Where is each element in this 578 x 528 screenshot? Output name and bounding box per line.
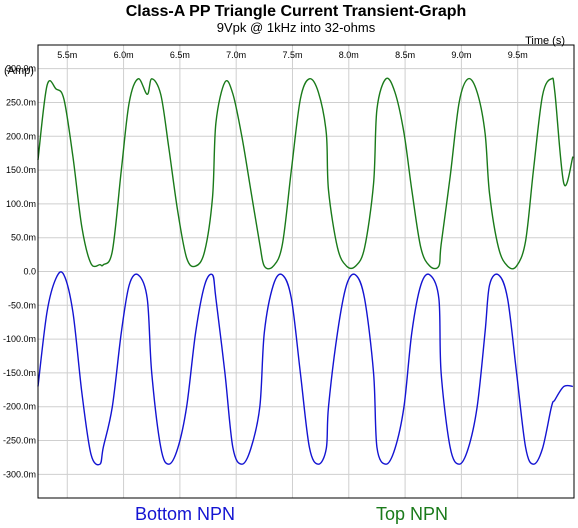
y-tick-labels: 300.0m 250.0m 200.0m 150.0m 100.0m 50.0m 0.0 -5… xyxy=(3,64,36,480)
x-axis-label: Time (s) xyxy=(525,35,565,47)
y-tick-label: -200.0m xyxy=(3,402,36,412)
series-group xyxy=(37,77,574,466)
chart-title: Class-A PP Triangle Current Transient-Gr… xyxy=(126,3,467,20)
chart-subtitle: 9Vpk @ 1kHz into 32-ohms xyxy=(217,20,376,35)
y-axis-label: (Amp) xyxy=(4,65,34,77)
y-tick-label: 250.0m xyxy=(6,97,36,107)
y-tick-label: 100.0m xyxy=(6,199,36,209)
plot-frame xyxy=(37,44,575,499)
legend-top-npn: Top NPN xyxy=(376,504,448,524)
y-tick-label: 150.0m xyxy=(6,165,36,175)
x-tick-label: 9.0m xyxy=(451,50,471,60)
y-tick-label: 200.0m xyxy=(6,131,36,141)
x-tick-label: 7.5m xyxy=(282,50,302,60)
y-tick-label: -150.0m xyxy=(3,368,36,378)
x-tick-label: 6.0m xyxy=(114,50,134,60)
grid xyxy=(38,45,574,498)
x-tick-labels: 5.5m 6.0m 6.5m 7.0m 7.5m 8.0m 8.5m 9.0m 9.5m xyxy=(57,50,527,60)
y-tick-label: -100.0m xyxy=(3,334,36,344)
x-tick-label: 7.0m xyxy=(226,50,246,60)
legend-bottom-npn: Bottom NPN xyxy=(135,504,235,524)
x-tick-label: 9.5m xyxy=(508,50,528,60)
y-tick-label: 300.0m xyxy=(6,64,36,74)
legend: Bottom NPN Top NPN xyxy=(135,504,448,524)
y-tick-label: 0.0 xyxy=(23,267,36,277)
y-tick-label: 50.0m xyxy=(11,233,36,243)
x-tick-label: 5.5m xyxy=(57,50,77,60)
x-tick-label: 8.5m xyxy=(395,50,415,60)
x-tick-label: 8.0m xyxy=(339,50,359,60)
y-tick-label: -250.0m xyxy=(3,436,36,446)
series-line-bottom-npn xyxy=(37,271,573,466)
y-tick-label: -50.0m xyxy=(8,300,36,310)
series-line-top-npn xyxy=(37,77,574,270)
x-tick-label: 6.5m xyxy=(170,50,190,60)
y-tick-label: -300.0m xyxy=(3,469,36,479)
